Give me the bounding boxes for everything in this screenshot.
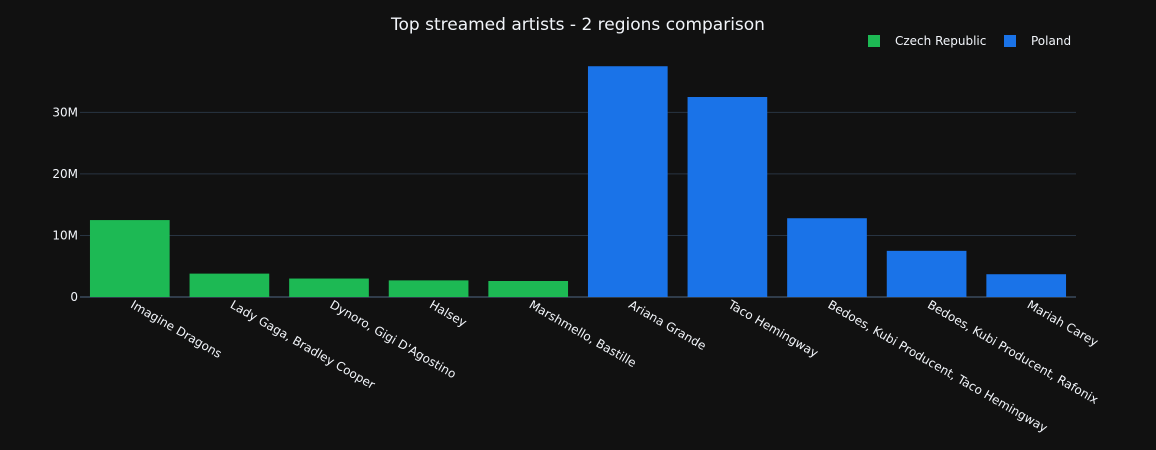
legend[interactable]: Czech Republic Poland [868, 34, 1071, 48]
bar[interactable] [787, 218, 867, 297]
y-tick-label: 10M [52, 228, 78, 242]
x-tick-label: Bedoes, Kubi Producent, Taco Hemingway [826, 297, 1050, 435]
bar[interactable] [89, 220, 170, 297]
chart-title: Top streamed artists - 2 regions compari… [390, 15, 765, 35]
bar[interactable] [986, 274, 1067, 297]
x-tick-label: Bedoes, Kubi Producent, Rafonix [925, 297, 1101, 406]
y-axis-ticks: 0 10M 20M 30M [52, 105, 78, 304]
x-tick-label: Imagine Dragons [128, 297, 224, 360]
y-tick-label: 0 [70, 290, 78, 304]
x-axis-ticks: Imagine Dragons Lady Gaga, Bradley Cooper… [128, 297, 1100, 435]
x-tick-label: Mariah Carey [1025, 297, 1101, 349]
y-tick-label: 20M [52, 167, 78, 181]
bar[interactable] [886, 250, 967, 297]
legend-item[interactable]: Czech Republic [868, 34, 986, 48]
x-tick-label: Taco Hemingway [725, 297, 821, 360]
bar[interactable] [488, 281, 569, 297]
legend-label: Poland [1031, 34, 1071, 48]
legend-swatch [868, 35, 880, 47]
bars-layer [89, 66, 1067, 297]
bar[interactable] [587, 66, 668, 297]
legend-item[interactable]: Poland [1004, 34, 1071, 48]
legend-label: Czech Republic [895, 34, 986, 48]
bar[interactable] [388, 280, 469, 297]
bar[interactable] [189, 273, 270, 297]
x-tick-label: Halsey [427, 297, 469, 329]
legend-swatch [1004, 35, 1016, 47]
x-tick-label: Ariana Grande [626, 297, 708, 353]
y-tick-label: 30M [52, 105, 78, 119]
x-tick-label: Marshmello, Bastille [527, 297, 639, 370]
bar[interactable] [289, 278, 369, 297]
bar[interactable] [687, 97, 768, 297]
